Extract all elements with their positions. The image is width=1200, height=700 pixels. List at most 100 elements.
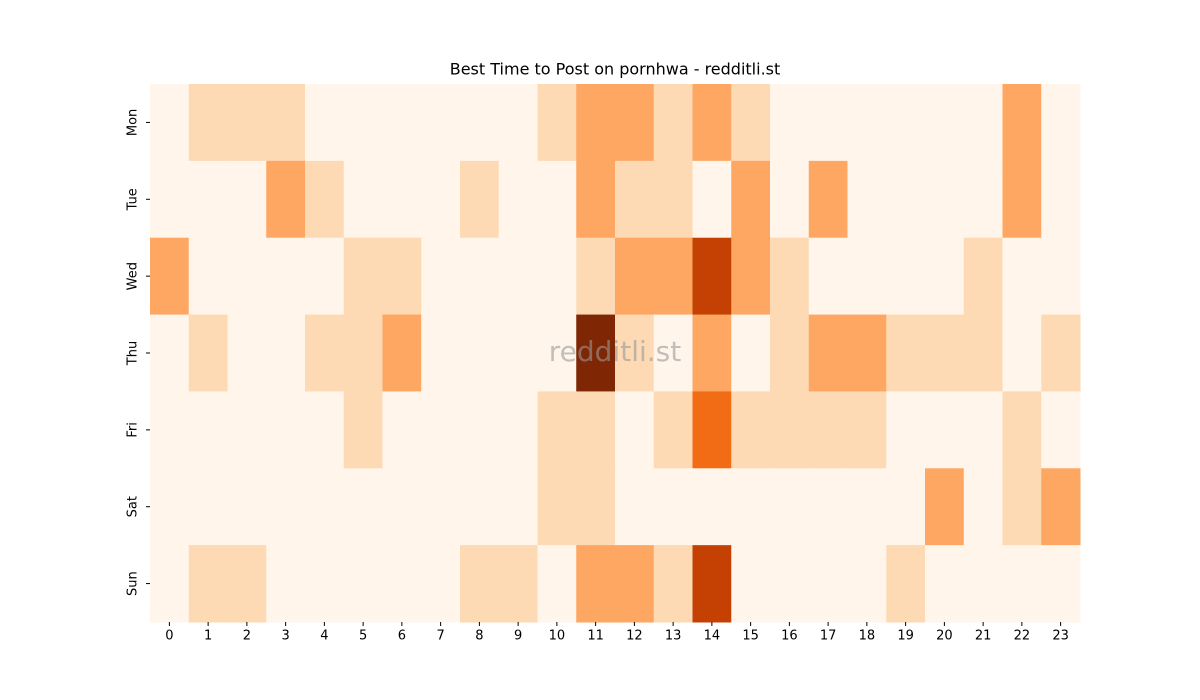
y-tick-label: Fri <box>126 422 141 438</box>
y-tick-label: Sat <box>126 496 141 517</box>
x-tick-label: 21 <box>975 629 992 644</box>
heatmap-cell <box>498 468 538 546</box>
heatmap-cell <box>576 84 616 162</box>
heatmap-cell <box>188 545 228 623</box>
heatmap-cell <box>615 84 655 162</box>
heatmap-cell <box>808 160 848 239</box>
x-tick-label: 17 <box>820 629 837 644</box>
x-tick-label: 19 <box>897 629 914 644</box>
heatmap-cell <box>963 468 1003 546</box>
heatmap-cell <box>460 314 500 392</box>
heatmap-cell <box>150 391 190 469</box>
heatmap-cell <box>770 468 810 546</box>
heatmap-cell <box>808 468 848 546</box>
heatmap-cell <box>343 84 383 162</box>
heatmap-cell <box>847 160 887 239</box>
y-tick-label: Tue <box>126 188 141 211</box>
heatmap-cell <box>227 84 267 162</box>
heatmap-cell <box>150 545 190 623</box>
heatmap-cell <box>770 84 810 162</box>
heatmap-cell <box>227 160 267 239</box>
heatmap-cell <box>305 545 345 623</box>
heatmap-cell <box>498 84 538 162</box>
heatmap-cell <box>1002 391 1042 469</box>
x-tick-label: 7 <box>436 629 444 644</box>
x-tick-label: 13 <box>665 629 682 644</box>
heatmap-cell <box>266 314 306 392</box>
heatmap-cell <box>847 468 887 546</box>
heatmap-cell <box>460 545 500 623</box>
heatmap-cell <box>537 237 577 316</box>
x-tick-label: 2 <box>243 629 251 644</box>
heatmap-cell <box>963 84 1003 162</box>
heatmap-cell <box>382 160 422 239</box>
heatmap-cell <box>653 314 693 392</box>
heatmap-cell <box>692 468 732 546</box>
heatmap-cell <box>576 237 616 316</box>
heatmap-cell <box>847 545 887 623</box>
heatmap-cell <box>653 468 693 546</box>
heatmap-cell <box>1041 84 1081 162</box>
heatmap-cell <box>421 237 461 316</box>
heatmap-cell <box>537 545 577 623</box>
x-tick-label: 10 <box>549 629 566 644</box>
x-tick-label: 22 <box>1014 629 1031 644</box>
heatmap-cell <box>770 545 810 623</box>
heatmap-cell <box>731 237 771 316</box>
heatmap-cell <box>150 160 190 239</box>
heatmap-cell <box>963 545 1003 623</box>
heatmap-cell <box>886 84 926 162</box>
heatmap-cell <box>653 237 693 316</box>
heatmap-cell <box>421 545 461 623</box>
heatmap-cell <box>460 160 500 239</box>
heatmap-cell <box>692 545 732 623</box>
heatmap-cell <box>305 468 345 546</box>
heatmap-cell <box>1002 84 1042 162</box>
heatmap-cell <box>188 84 228 162</box>
heatmap-cell <box>227 237 267 316</box>
heatmap-cell <box>925 314 965 392</box>
heatmap-cell <box>1002 545 1042 623</box>
x-tick-label: 0 <box>165 629 173 644</box>
heatmap-cell <box>343 237 383 316</box>
x-tick-label: 20 <box>936 629 953 644</box>
heatmap-cell <box>498 237 538 316</box>
heatmap-cell <box>537 468 577 546</box>
heatmap-cell <box>1002 468 1042 546</box>
heatmap-cell <box>227 545 267 623</box>
heatmap-cell <box>1002 160 1042 239</box>
heatmap-cell <box>925 391 965 469</box>
x-tick-label: 16 <box>781 629 798 644</box>
heatmap-cell <box>615 237 655 316</box>
heatmap-cell <box>1041 160 1081 239</box>
heatmap-cell <box>770 160 810 239</box>
heatmap-cell <box>266 545 306 623</box>
heatmap-cell <box>498 391 538 469</box>
heatmap-cell <box>886 314 926 392</box>
heatmap-cell <box>963 314 1003 392</box>
heatmap-cell <box>421 84 461 162</box>
heatmap-cell <box>1041 314 1081 392</box>
heatmap-cell <box>886 468 926 546</box>
heatmap-cell <box>692 237 732 316</box>
heatmap-cell <box>692 84 732 162</box>
heatmap <box>150 84 1081 623</box>
heatmap-cell <box>188 391 228 469</box>
heatmap-cell <box>847 391 887 469</box>
heatmap-cell <box>343 468 383 546</box>
heatmap-cell <box>808 545 848 623</box>
heatmap-cell <box>770 314 810 392</box>
heatmap-cell <box>460 84 500 162</box>
heatmap-cell <box>692 391 732 469</box>
x-tick-label: 1 <box>204 629 212 644</box>
x-tick-label: 11 <box>587 629 604 644</box>
heatmap-cell <box>576 160 616 239</box>
x-tick-label: 5 <box>359 629 367 644</box>
x-tick-label: 18 <box>859 629 876 644</box>
heatmap-cell <box>615 391 655 469</box>
heatmap-cell <box>692 160 732 239</box>
heatmap-cell <box>537 391 577 469</box>
heatmap-cell <box>1041 237 1081 316</box>
heatmap-cell <box>615 160 655 239</box>
heatmap-cell <box>576 468 616 546</box>
